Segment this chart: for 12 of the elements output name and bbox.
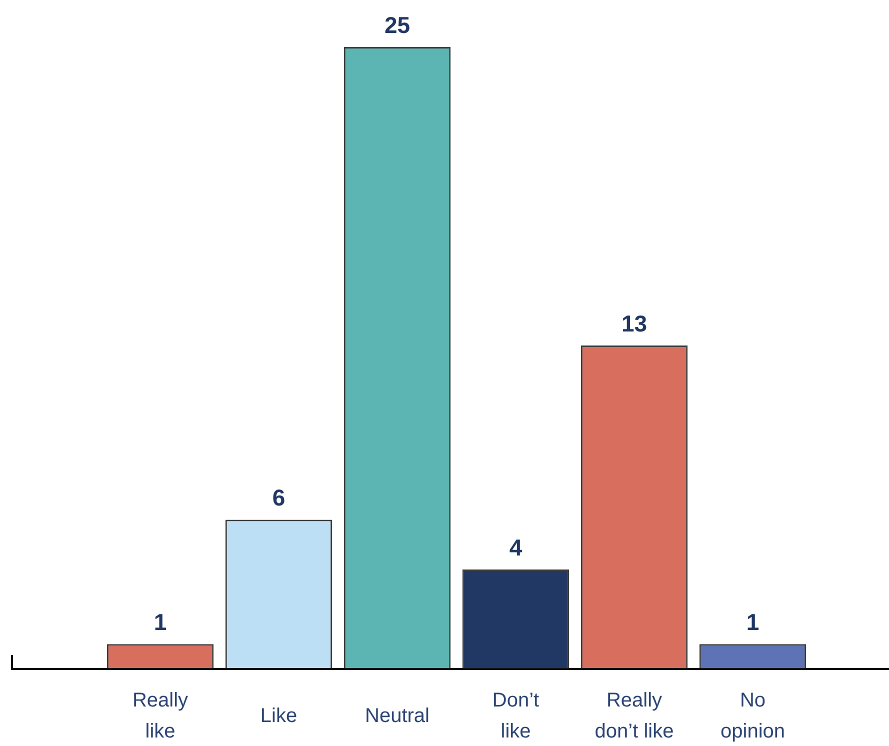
x-tick-label: Like [260, 705, 298, 728]
data-label: 1 [746, 609, 760, 636]
data-label: 1 [154, 609, 167, 636]
x-tick-label: Neutral [365, 705, 430, 728]
data-label: 13 [621, 310, 648, 337]
x-tick-label: No opinion [720, 690, 786, 743]
data-label: 25 [384, 12, 410, 38]
x-tick-label: Don’t like [492, 690, 540, 743]
data-label: 4 [509, 534, 522, 560]
data-label: 6 [272, 484, 286, 511]
x-tick-label: Really like [132, 690, 188, 743]
x-tick-label: Really don’t like [594, 690, 674, 743]
